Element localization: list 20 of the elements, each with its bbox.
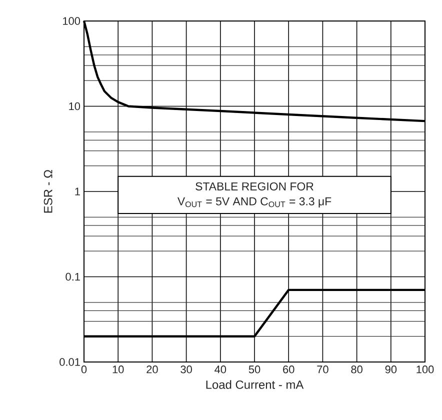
x-tick-label: 40 xyxy=(214,366,226,374)
x-tick-label: 20 xyxy=(146,366,158,374)
x-tick-label: 0 xyxy=(81,366,87,374)
x-tick-label: 30 xyxy=(180,366,192,374)
x-tick-label: 10 xyxy=(112,366,124,374)
x-tick-label: 60 xyxy=(283,366,294,374)
y-axis-title: ESR - Ω xyxy=(44,170,52,213)
y-tick-label: 0.01 xyxy=(60,358,80,366)
y-tick-label: 10 xyxy=(69,102,80,110)
y-tick-label: 0.1 xyxy=(66,272,80,281)
x-tick-label: 90 xyxy=(385,366,397,374)
x-tick-label: 80 xyxy=(351,366,362,374)
x-tick-label: 50 xyxy=(248,366,260,374)
x-tick-label: 100 xyxy=(416,366,434,374)
annotation: STABLE REGION FOR xyxy=(196,182,314,190)
y-tick-label: 100 xyxy=(63,17,80,25)
x-axis-title: Load Current - mA xyxy=(206,380,304,389)
y-tick-label: 1 xyxy=(75,188,80,196)
annotation: V$_{OUT}$ = 5V AND C$_{OUT}$ = 3.3 μF xyxy=(177,197,332,208)
x-tick-label: 70 xyxy=(317,366,328,374)
